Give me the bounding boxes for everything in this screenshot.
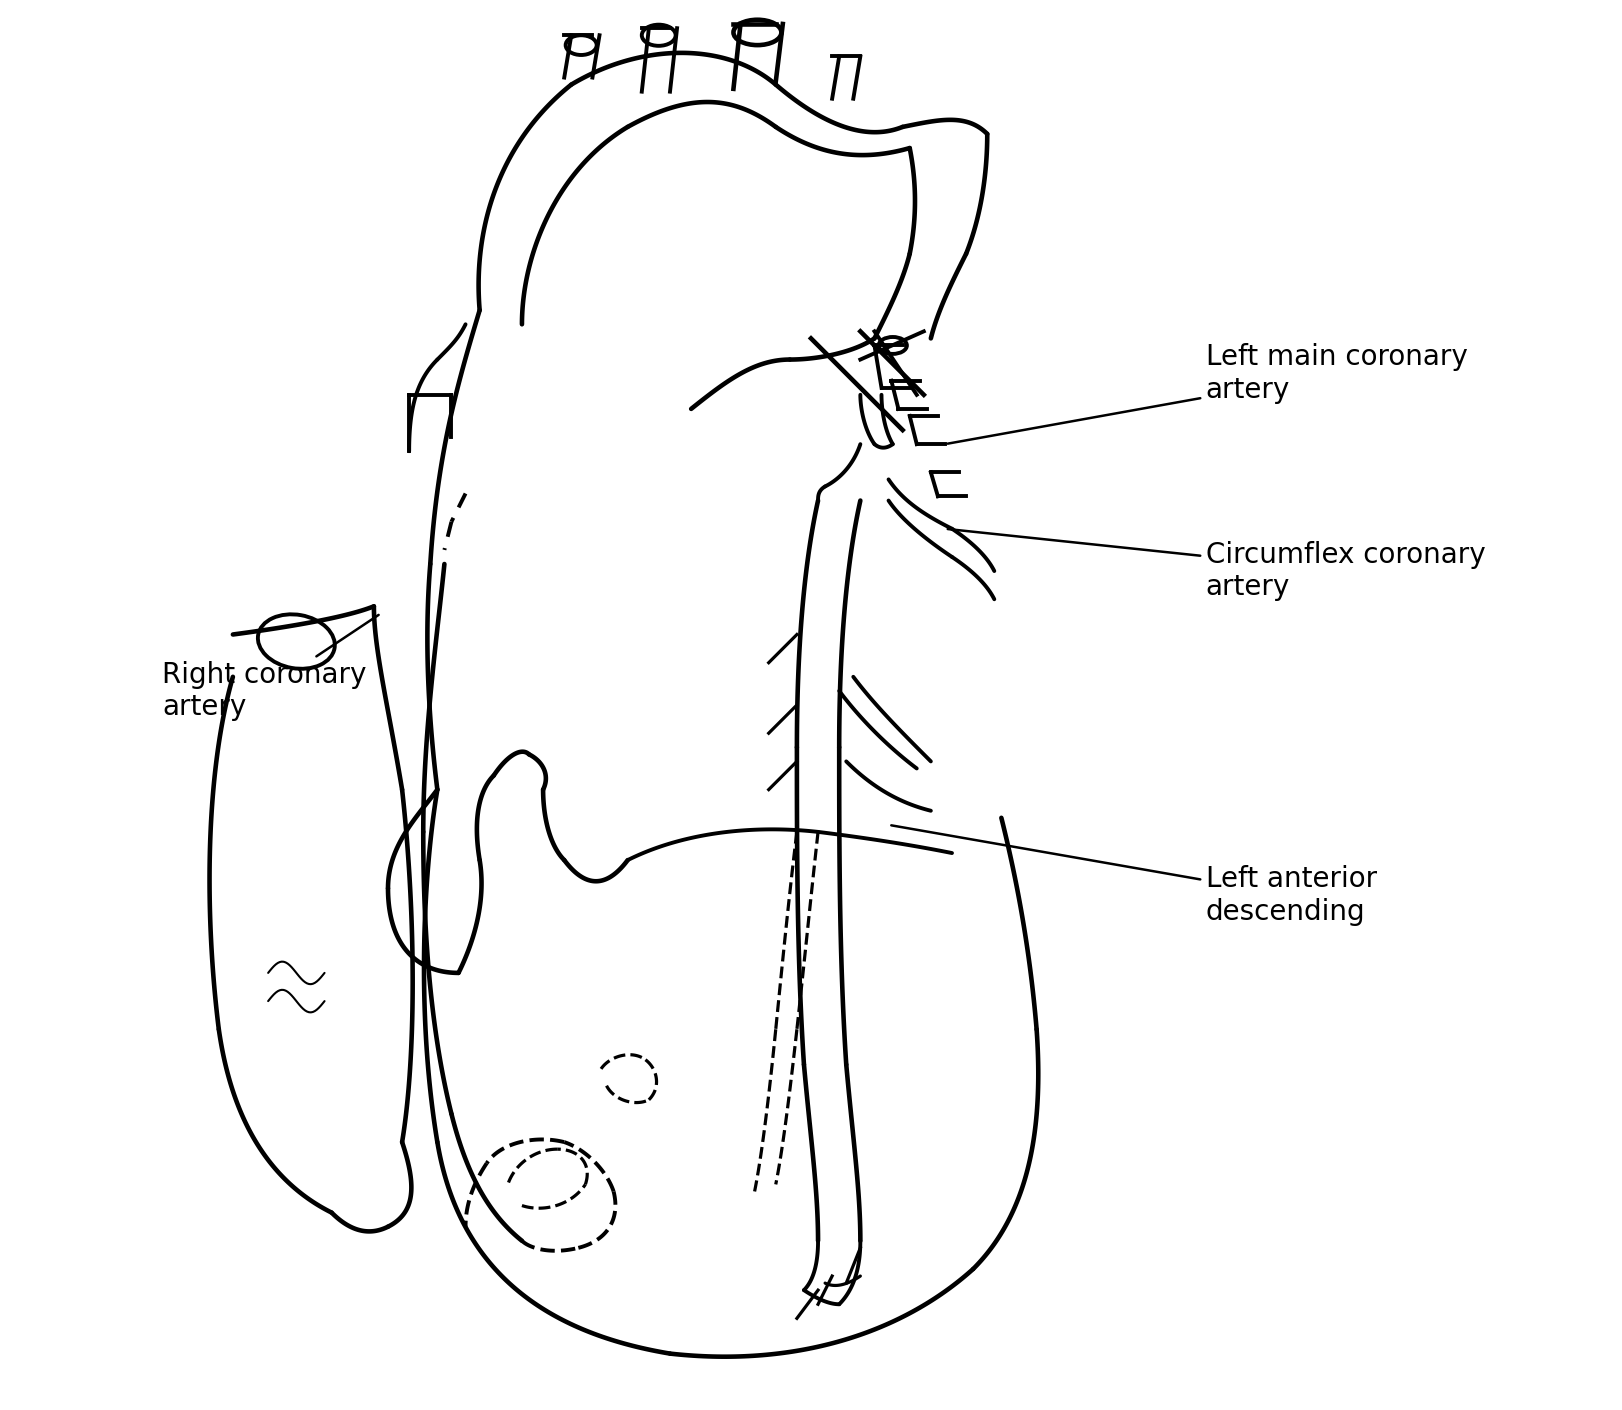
Text: Circumflex coronary
artery: Circumflex coronary artery (947, 529, 1486, 601)
Text: Left main coronary
artery: Left main coronary artery (947, 344, 1468, 444)
Text: Right coronary
artery: Right coronary artery (162, 615, 378, 721)
Text: Left anterior
descending: Left anterior descending (890, 825, 1377, 925)
